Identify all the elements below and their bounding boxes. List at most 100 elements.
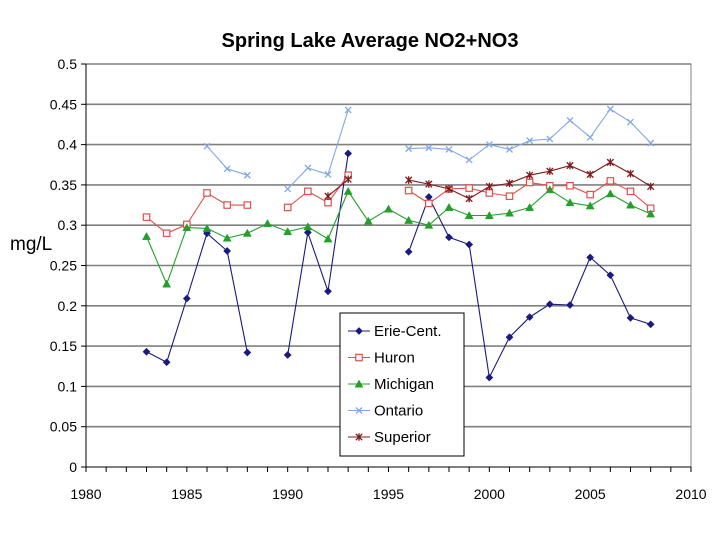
data-point-erie-cent xyxy=(505,333,514,342)
data-point-michigan xyxy=(202,223,212,232)
y-tick-label: 0.35 xyxy=(50,177,77,193)
series-layer xyxy=(142,105,656,382)
series-line-erie-cent xyxy=(287,153,349,356)
y-tick-label: 0 xyxy=(69,459,77,475)
legend-marker-superior xyxy=(355,433,363,441)
series-line-huron xyxy=(146,192,248,234)
data-point-huron xyxy=(304,187,312,196)
chart-title: Spring Lake Average NO2+NO3 xyxy=(221,30,519,52)
series-michigan xyxy=(142,185,656,288)
series-line-huron xyxy=(287,174,349,208)
data-point-huron xyxy=(525,178,534,187)
data-point-erie-cent xyxy=(626,313,635,322)
data-point-superior xyxy=(324,192,332,200)
data-point-michigan xyxy=(303,222,313,231)
data-point-erie-cent xyxy=(303,228,312,237)
data-point-ontario xyxy=(526,137,534,145)
data-point-erie-cent xyxy=(424,193,433,201)
data-point-huron xyxy=(566,181,574,190)
data-point-erie-cent xyxy=(646,320,655,329)
data-point-superior xyxy=(546,167,554,175)
data-point-michigan xyxy=(484,211,494,219)
data-point-erie-cent xyxy=(445,233,453,242)
data-point-superior xyxy=(344,175,352,184)
data-point-ontario xyxy=(243,171,251,179)
legend-marker-erie-cent xyxy=(355,327,363,335)
data-point-erie-cent xyxy=(606,271,615,280)
data-point-huron xyxy=(485,189,494,197)
x-tick-label: 2005 xyxy=(575,486,606,502)
data-point-huron xyxy=(626,187,635,196)
data-point-huron xyxy=(162,229,171,238)
data-point-michigan xyxy=(605,189,615,198)
data-point-michigan xyxy=(626,200,635,209)
data-point-erie-cent xyxy=(162,358,171,367)
data-point-superior xyxy=(445,185,453,193)
data-point-erie-cent xyxy=(283,351,292,359)
data-point-erie-cent xyxy=(545,300,554,309)
series-line-ontario xyxy=(287,109,349,190)
data-point-superior xyxy=(647,182,655,191)
x-tick-label: 1985 xyxy=(171,486,202,502)
x-tick-label: 1995 xyxy=(373,486,404,502)
y-tick-label: 0.4 xyxy=(58,137,78,153)
data-point-ontario xyxy=(586,133,594,141)
data-point-michigan xyxy=(263,219,272,228)
data-point-ontario xyxy=(324,170,332,178)
data-point-erie-cent xyxy=(142,347,151,356)
data-point-ontario xyxy=(465,156,473,164)
y-tick-label: 0.15 xyxy=(50,338,77,354)
data-point-huron xyxy=(283,203,292,212)
data-point-superior xyxy=(485,182,493,191)
data-point-erie-cent xyxy=(566,301,574,309)
data-point-huron xyxy=(203,189,211,197)
data-point-ontario xyxy=(445,145,453,153)
data-point-michigan xyxy=(444,202,454,211)
data-point-superior xyxy=(586,170,594,179)
y-tick-label: 0.05 xyxy=(50,419,77,435)
data-point-huron xyxy=(425,199,433,208)
legend-marker-michigan xyxy=(354,379,364,388)
series-ontario xyxy=(203,105,655,193)
data-point-michigan xyxy=(283,227,293,236)
legend-label-erie-cent: Erie-Cent. xyxy=(374,323,442,340)
data-point-ontario xyxy=(546,135,554,143)
legend: Erie-Cent. Huron Michigan Ontario Superior xyxy=(339,312,465,457)
axis-layer: 0 0.05 0.1 0.15 0.2 0.25 0.3 0.35 0.4 0.45 0.5 1980… xyxy=(50,56,707,502)
series-superior xyxy=(324,158,655,203)
series-erie-cent xyxy=(142,149,655,382)
data-point-superior xyxy=(626,169,635,178)
data-point-ontario xyxy=(506,145,513,153)
series-line-ontario xyxy=(206,145,248,176)
data-point-michigan xyxy=(222,233,232,242)
data-point-superior xyxy=(465,194,473,203)
data-point-erie-cent xyxy=(324,287,332,296)
data-point-ontario xyxy=(203,142,211,150)
data-point-michigan xyxy=(404,215,414,224)
data-point-michigan xyxy=(162,279,172,288)
series-line-michigan xyxy=(145,189,651,286)
series-line-erie-cent xyxy=(146,232,248,363)
x-tick-label: 1980 xyxy=(70,486,101,502)
data-point-michigan xyxy=(182,223,192,232)
y-tick-label: 0.3 xyxy=(58,217,78,233)
data-point-michigan xyxy=(242,228,252,237)
data-point-erie-cent xyxy=(243,348,252,357)
data-point-michigan xyxy=(545,185,555,194)
data-point-michigan xyxy=(343,186,353,195)
data-point-ontario xyxy=(405,145,413,153)
y-tick-label: 0.1 xyxy=(58,378,78,394)
data-point-erie-cent xyxy=(465,240,474,249)
data-point-ontario xyxy=(485,141,493,149)
data-point-huron xyxy=(505,192,514,200)
data-point-michigan xyxy=(505,208,514,217)
legend-label-superior: Superior xyxy=(374,429,431,446)
data-point-michigan xyxy=(565,198,575,207)
data-point-erie-cent xyxy=(404,247,413,256)
data-point-huron xyxy=(324,198,332,207)
legend-label-michigan: Michigan xyxy=(374,376,434,393)
data-point-superior xyxy=(526,171,534,180)
data-point-michigan xyxy=(585,201,595,210)
legend-label-huron: Huron xyxy=(374,350,415,367)
